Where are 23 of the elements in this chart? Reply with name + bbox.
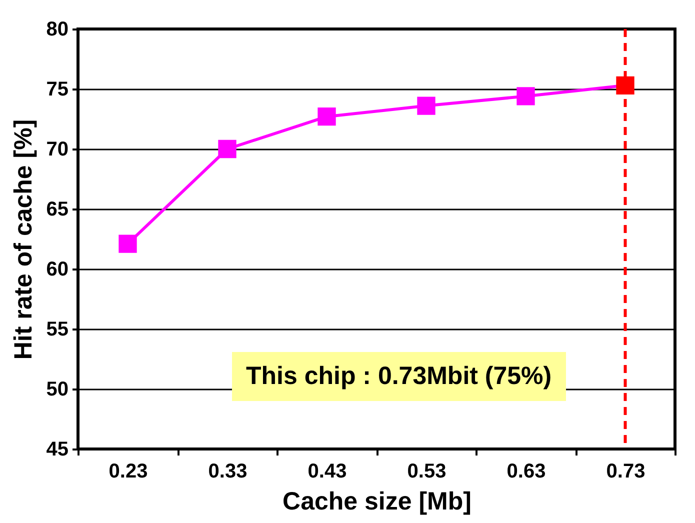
x-tick-label: 0.53 [407,460,446,482]
x-tick-label: 0.63 [506,460,546,482]
point [516,87,535,106]
y-tick-label: 75 [46,78,68,100]
point [318,108,336,126]
point [616,76,634,94]
annotation: This chip : 0.73Mbit (75%) [232,352,566,401]
y-tick-label: 45 [46,438,68,460]
x-tick-label: 0.43 [308,460,347,482]
y-axis-title: Hit rate of cache [%] [9,119,38,360]
x-tick-label: 0.33 [208,460,248,482]
y-tick-label: 70 [46,138,68,160]
y-tick-label: 65 [46,198,68,220]
point [118,234,137,253]
x-axis-title: Cache size [Mb] [282,488,472,516]
x-tick-label: 0.73 [606,460,646,482]
y-tick-label: 50 [46,378,68,400]
point [417,96,436,115]
point [218,140,236,158]
y-tick-label: 80 [46,18,68,40]
y-tick-label: 60 [46,258,68,280]
y-tick-label: 55 [46,318,68,340]
x-tick-label: 0.23 [108,460,148,482]
